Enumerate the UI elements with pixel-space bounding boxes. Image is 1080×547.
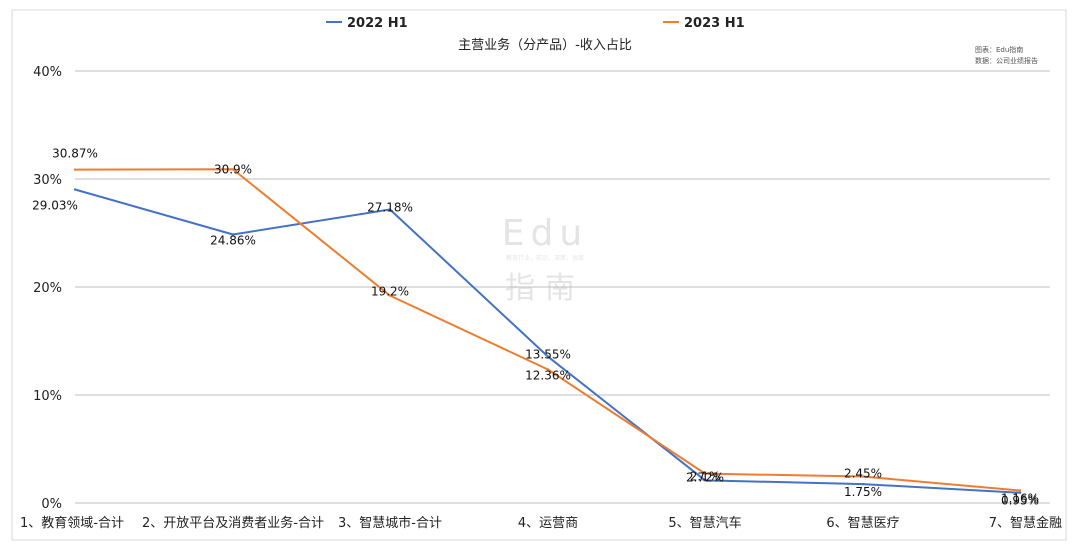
- y-tick-label: 40%: [33, 65, 62, 80]
- watermark-sub: 指南: [505, 271, 585, 306]
- data-label: 19.2%: [371, 285, 409, 299]
- data-point: [231, 168, 235, 171]
- data-point: [546, 355, 550, 358]
- watermark: Edu 教育行业，前沿，深度，独家 指南: [502, 213, 588, 306]
- data-label: 27.18%: [367, 200, 413, 214]
- legend-label-2023: 2023 H1: [684, 16, 745, 31]
- chart-frame: [11, 9, 1067, 541]
- grid: [75, 70, 1050, 504]
- y-tick-label: 20%: [33, 281, 62, 296]
- source-note-data: 数据：公司业绩报告: [975, 56, 1038, 65]
- data-point: [388, 294, 392, 297]
- x-tick-label: 1、教育领域-合计: [20, 515, 124, 531]
- source-note-chart: 图表：Edu指南: [975, 45, 1023, 54]
- data-label: 24.86%: [210, 234, 256, 248]
- data-label: 0.95%: [1001, 494, 1039, 508]
- y-tick-label: 30%: [33, 173, 62, 188]
- data-label: 30.87%: [52, 147, 98, 161]
- y-tick-label: 0%: [41, 497, 62, 512]
- chart-title: 主营业务（分产品）-收入占比: [458, 37, 632, 53]
- x-tick-label: 4、运营商: [518, 516, 578, 531]
- x-tick-label: 7、智慧金融: [989, 515, 1062, 531]
- y-tick-label: 10%: [33, 389, 62, 404]
- data-point: [73, 168, 77, 171]
- data-point: [388, 208, 392, 211]
- x-tick-label: 3、智慧城市-合计: [338, 515, 442, 531]
- y-axis: 0% 10% 20% 30% 40%: [33, 65, 62, 512]
- series: [73, 168, 1022, 494]
- data-point: [231, 233, 235, 236]
- data-point: [1018, 491, 1022, 494]
- data-point: [73, 188, 77, 191]
- x-axis: 1、教育领域-合计 2、开放平台及消费者业务-合计 3、智慧城市-合计 4、运营商 5、…: [20, 515, 1062, 531]
- data-label: 2.72%: [686, 471, 724, 485]
- data-label: 1.75%: [844, 485, 882, 499]
- data-label: 1.16%: [1001, 491, 1039, 505]
- data-label: 13.55%: [525, 348, 571, 362]
- data-point: [546, 368, 550, 371]
- data-label: 30.9%: [214, 162, 252, 176]
- legend: 2022 H1 2023 H1: [326, 16, 745, 31]
- data-label: 2.1%: [690, 469, 721, 483]
- legend-label-2022: 2022 H1: [347, 16, 408, 31]
- data-point: [861, 475, 865, 478]
- data-point: [703, 472, 707, 475]
- x-tick-label: 5、智慧汽车: [668, 515, 741, 531]
- data-point: [861, 482, 865, 486]
- data-label: 2.45%: [844, 467, 882, 481]
- data-labels: 29.03% 24.86% 27.18% 13.55% 2.1% 1.75% 0.95% 30…: [32, 147, 1039, 508]
- data-label: 29.03%: [32, 198, 78, 212]
- data-point: [1018, 489, 1022, 492]
- watermark-tagline: 教育行业，前沿，深度，独家: [506, 254, 584, 262]
- data-label: 12.36%: [525, 369, 571, 383]
- watermark-main: Edu: [502, 213, 588, 254]
- data-point: [703, 479, 707, 482]
- x-tick-label: 6、智慧医疗: [826, 515, 899, 531]
- x-tick-label: 2、开放平台及消费者业务-合计: [142, 515, 324, 531]
